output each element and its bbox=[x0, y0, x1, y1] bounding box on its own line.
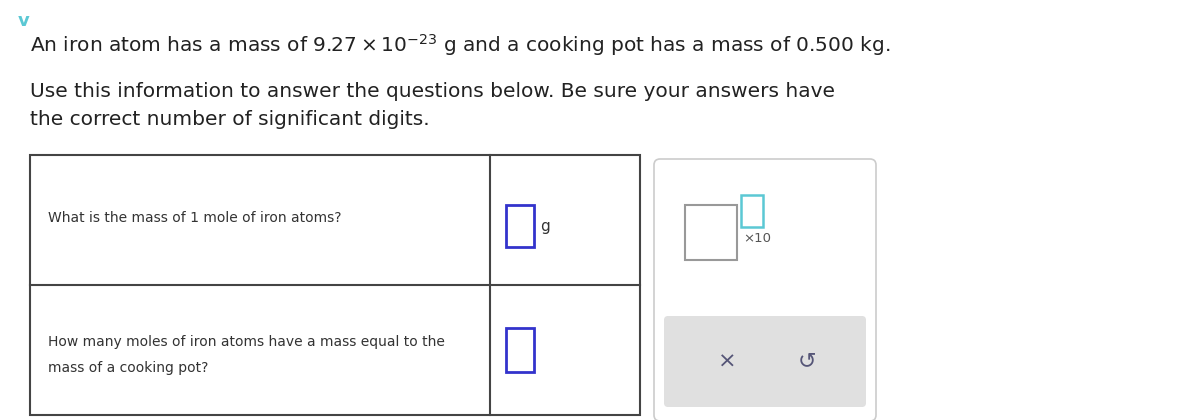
Text: What is the mass of 1 mole of iron atoms?: What is the mass of 1 mole of iron atoms… bbox=[48, 211, 342, 225]
FancyBboxPatch shape bbox=[664, 316, 866, 407]
Text: An iron atom has a mass of $\mathdefault{9.27 \times 10^{-23}}$ g and a cooking : An iron atom has a mass of $\mathdefault… bbox=[30, 32, 890, 58]
Text: Use this information to answer the questions below. Be sure your answers have: Use this information to answer the quest… bbox=[30, 82, 835, 101]
Text: g: g bbox=[540, 218, 550, 234]
Bar bbox=[30, 155, 640, 415]
Bar bbox=[742, 195, 763, 227]
Text: the correct number of significant digits.: the correct number of significant digits… bbox=[30, 110, 430, 129]
Text: ×10: ×10 bbox=[743, 231, 772, 244]
Text: ×: × bbox=[718, 352, 737, 372]
Bar bbox=[506, 328, 534, 372]
Bar bbox=[506, 205, 534, 247]
Text: v: v bbox=[18, 12, 30, 30]
Text: ↺: ↺ bbox=[798, 352, 816, 372]
Text: How many moles of iron atoms have a mass equal to the: How many moles of iron atoms have a mass… bbox=[48, 335, 445, 349]
FancyBboxPatch shape bbox=[654, 159, 876, 420]
Bar bbox=[685, 205, 737, 260]
Text: mass of a cooking pot?: mass of a cooking pot? bbox=[48, 361, 209, 375]
